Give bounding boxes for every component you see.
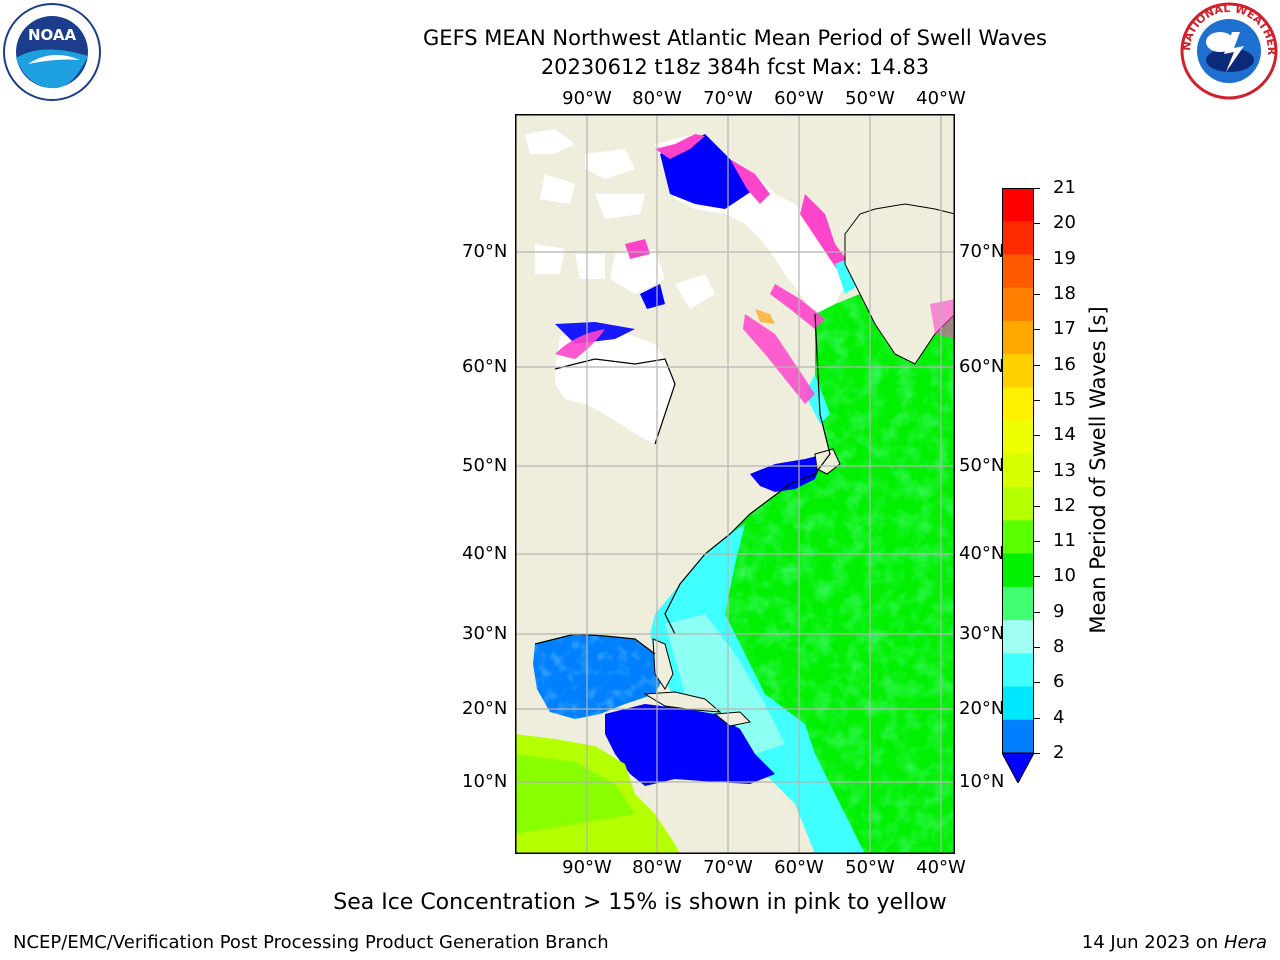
gulf-of-st-lawrence xyxy=(750,454,825,492)
footer-right: 14 Jun 2023 on Hera xyxy=(1082,932,1267,953)
map-frame xyxy=(514,113,956,855)
colorbar-tick-mark xyxy=(1034,505,1040,507)
footer-left: NCEP/EMC/Verification Post Processing Pr… xyxy=(13,932,609,953)
colorbar-tick-label: 15 xyxy=(1053,388,1076,410)
colorbar-tick-label: 17 xyxy=(1053,318,1076,340)
lat-label-right: 30°N xyxy=(959,623,1005,644)
colorbar-tick-mark xyxy=(1034,576,1040,578)
colorbar-swatch xyxy=(1002,188,1034,222)
colorbar-tick-mark xyxy=(1034,647,1040,649)
colorbar-swatch xyxy=(1002,287,1034,322)
colorbar-swatch xyxy=(1002,620,1034,654)
lat-label-left: 50°N xyxy=(462,455,508,476)
chart-subtitle: 20230612 t18z 384h fcst Max: 14.83 xyxy=(540,55,930,79)
lon-label-bottom: 80°W xyxy=(632,857,682,878)
caption: Sea Ice Concentration > 15% is shown in … xyxy=(333,890,947,915)
colorbar-tick-label: 4 xyxy=(1053,706,1065,728)
graticule xyxy=(515,114,955,854)
colorbar-tick-mark xyxy=(1034,258,1040,260)
lon-label-top: 90°W xyxy=(562,88,612,109)
colorbar-swatch xyxy=(1002,387,1034,422)
colorbar-swatch xyxy=(1002,487,1034,521)
lat-label-right: 60°N xyxy=(959,356,1005,377)
lat-label-left: 40°N xyxy=(462,543,508,564)
colorbar-swatch xyxy=(1002,520,1034,555)
colorbar-tick-mark xyxy=(1034,364,1040,366)
map-border xyxy=(514,113,956,855)
lat-label-right: 70°N xyxy=(959,241,1005,262)
colorbar-swatch xyxy=(1002,653,1034,688)
colorbar-tick-label: 21 xyxy=(1053,177,1076,198)
lat-label-right: 50°N xyxy=(959,455,1005,476)
noaa-logo: NOAA xyxy=(2,2,102,102)
nws-logo: NATIONAL WEATHER SERVICE xyxy=(1176,0,1278,100)
colorbar-tick-mark xyxy=(1034,753,1040,754)
colorbar-tick-mark xyxy=(1034,717,1040,719)
lat-label-left: 60°N xyxy=(462,356,508,377)
colorbar-tick-label: 9 xyxy=(1053,600,1065,622)
map-canvas xyxy=(514,113,956,855)
colorbar-label: Mean Period of Swell Waves [s] xyxy=(1086,306,1110,634)
lon-label-bottom: 40°W xyxy=(916,857,966,878)
lat-label-right: 40°N xyxy=(959,543,1005,564)
colorbar-swatch xyxy=(1002,420,1034,455)
colorbar-tick-label: 2 xyxy=(1053,742,1065,763)
colorbar-tick-mark xyxy=(1034,293,1040,295)
colorbar xyxy=(1001,188,1035,785)
colorbar-tick-label: 19 xyxy=(1053,247,1076,269)
colorbar-tick-mark xyxy=(1034,611,1040,613)
colorbar-tick-label: 11 xyxy=(1053,530,1076,552)
colorbar-swatch xyxy=(1002,553,1034,588)
colorbar-tick-label: 10 xyxy=(1053,565,1076,587)
colorbar-swatch xyxy=(1002,719,1034,754)
colorbar-tick-mark xyxy=(1034,223,1040,225)
lat-label-left: 20°N xyxy=(462,698,508,719)
colorbar-swatches xyxy=(1001,188,1035,785)
colorbar-tick-mark xyxy=(1034,470,1040,472)
colorbar-tick-mark xyxy=(1034,541,1040,543)
lon-label-bottom: 50°W xyxy=(845,857,895,878)
lat-label-right: 20°N xyxy=(959,698,1005,719)
lon-label-bottom: 90°W xyxy=(562,857,612,878)
colorbar-tick-mark xyxy=(1034,329,1040,331)
colorbar-tick-label: 20 xyxy=(1053,212,1076,234)
lat-label-left: 10°N xyxy=(462,771,508,792)
colorbar-tick-mark xyxy=(1034,682,1040,684)
colorbar-extend-arrow xyxy=(1001,752,1035,785)
colorbar-swatch xyxy=(1002,254,1034,289)
coastal-swell-band xyxy=(650,524,865,854)
colorbar-swatch xyxy=(1002,686,1034,721)
colorbar-swatch xyxy=(1002,453,1034,488)
lon-label-bottom: 60°W xyxy=(774,857,824,878)
lat-label-left: 30°N xyxy=(462,623,508,644)
colorbar-tick-label: 6 xyxy=(1053,671,1065,693)
lon-label-top: 80°W xyxy=(632,88,682,109)
colorbar-swatch xyxy=(1002,354,1034,388)
footer-host: Hera xyxy=(1223,932,1267,953)
colorbar-tick-label: 13 xyxy=(1053,459,1076,481)
noaa-logo-text: NOAA xyxy=(28,26,77,44)
colorbar-frame xyxy=(1002,188,1034,754)
colorbar-tick-label: 16 xyxy=(1053,353,1076,375)
hudson-bay xyxy=(555,359,675,444)
colorbar-tick-label: 18 xyxy=(1053,282,1076,304)
lon-label-top: 40°W xyxy=(916,88,966,109)
footer-date: 14 Jun 2023 on xyxy=(1081,932,1224,953)
lon-label-top: 50°W xyxy=(845,88,895,109)
colorbar-tick-mark xyxy=(1034,188,1040,189)
colorbar-tick-mark xyxy=(1034,399,1040,401)
colorbar-swatch xyxy=(1002,221,1034,255)
colorbar-swatch xyxy=(1002,586,1034,621)
lon-label-top: 70°W xyxy=(703,88,753,109)
colorbar-tick-label: 8 xyxy=(1053,636,1065,658)
colorbar-tick-mark xyxy=(1034,435,1040,437)
lat-label-left: 70°N xyxy=(462,241,508,262)
lat-label-right: 10°N xyxy=(959,771,1005,792)
lon-label-bottom: 70°W xyxy=(703,857,753,878)
colorbar-tick-label: 12 xyxy=(1053,494,1076,516)
lon-label-top: 60°W xyxy=(774,88,824,109)
chart-title: GEFS MEAN Northwest Atlantic Mean Period… xyxy=(423,26,1047,50)
colorbar-tick-label: 14 xyxy=(1053,424,1076,446)
colorbar-swatch xyxy=(1002,320,1034,355)
